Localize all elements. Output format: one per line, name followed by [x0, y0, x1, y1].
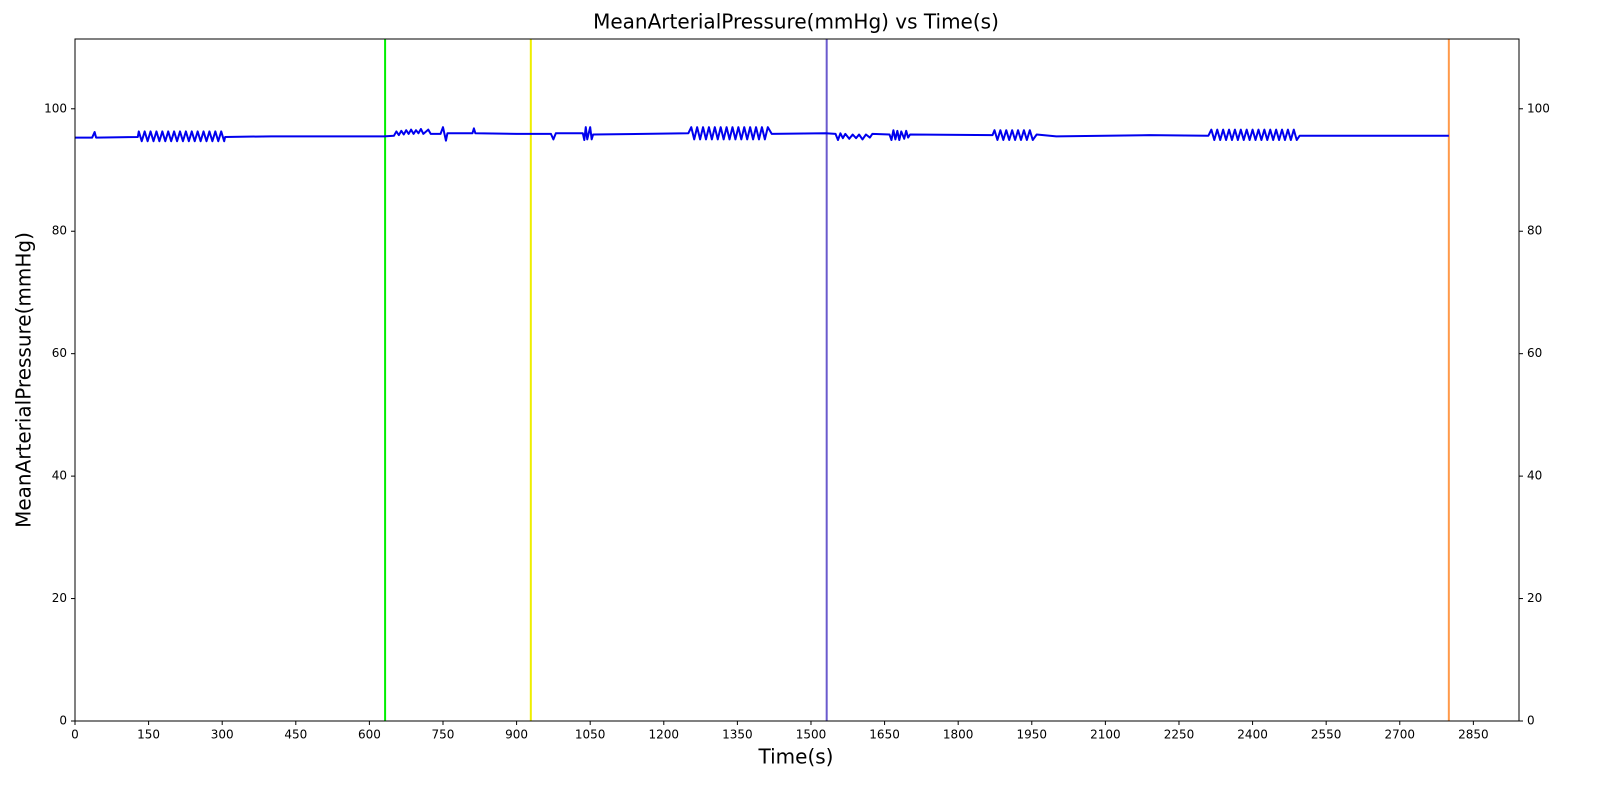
x-axis-label: Time(s): [758, 745, 834, 769]
x-tick-label: 2400: [1237, 728, 1268, 742]
y-tick-label-right: 0: [1527, 714, 1535, 728]
x-tick-label: 2100: [1090, 728, 1121, 742]
y-tick-label: 40: [52, 469, 67, 483]
x-tick-label: 2700: [1384, 728, 1415, 742]
x-tick-label: 1350: [722, 728, 753, 742]
x-tick-label: 1050: [575, 728, 606, 742]
x-tick-label: 0: [71, 728, 79, 742]
x-tick-label: 150: [137, 728, 160, 742]
x-tick-label: 2850: [1458, 728, 1489, 742]
data-line: [75, 126, 1449, 143]
x-tick-label: 1650: [869, 728, 900, 742]
x-tick-label: 1500: [796, 728, 827, 742]
y-tick-label-right: 40: [1527, 469, 1542, 483]
x-tick-label: 300: [211, 728, 234, 742]
x-tick-label: 1950: [1017, 728, 1048, 742]
plot-frame: [74, 38, 1520, 722]
x-tick-label: 600: [358, 728, 381, 742]
x-tick-label: 1800: [943, 728, 974, 742]
x-tick-label: 2550: [1311, 728, 1342, 742]
x-tick-label: 450: [284, 728, 307, 742]
y-axis-label: MeanArterialPressure(mmHg): [12, 232, 36, 528]
y-tick-label-right: 80: [1527, 224, 1542, 238]
x-tick-label: 900: [505, 728, 528, 742]
y-tick-label-right: 20: [1527, 591, 1542, 605]
x-tick-label: 2250: [1164, 728, 1195, 742]
y-tick-label-right: 100: [1527, 101, 1550, 115]
chart-title: MeanArterialPressure(mmHg) vs Time(s): [593, 10, 999, 34]
y-tick-label: 80: [52, 224, 67, 238]
x-tick-label: 750: [432, 728, 455, 742]
y-tick-label: 60: [52, 346, 67, 360]
x-tick-label: 1200: [649, 728, 680, 742]
y-tick-label: 100: [44, 101, 67, 115]
y-tick-label-right: 60: [1527, 346, 1542, 360]
y-tick-label: 0: [59, 714, 67, 728]
y-tick-label: 20: [52, 591, 67, 605]
